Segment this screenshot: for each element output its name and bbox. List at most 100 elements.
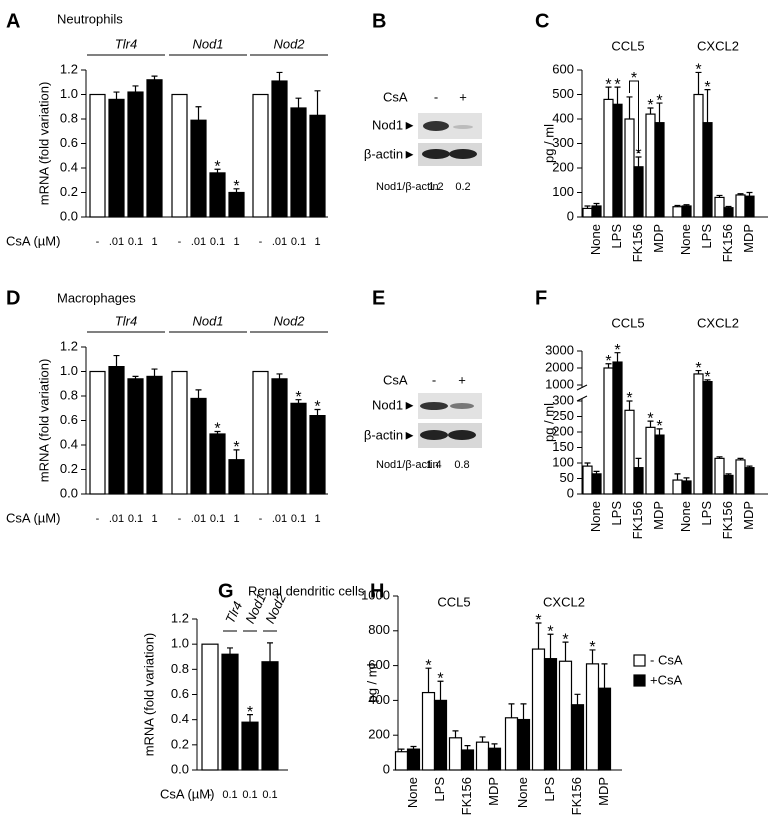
x-tick-label: 1 [233,236,239,248]
x-axis-label: CsA (µM) [6,233,60,248]
error-bar [683,204,690,206]
error-bar [151,75,158,80]
y-tick-label: 400 [368,692,390,707]
error-bar [674,204,681,207]
error-bar [132,85,139,93]
lane-label: - [434,89,438,104]
error-bar [695,71,702,95]
x-tick-label: .01 [109,513,124,525]
bar [624,118,635,218]
error-bar [695,369,702,374]
error-bar [626,400,633,411]
bar [290,402,307,495]
blot-band [453,125,473,129]
error-bar [605,86,612,100]
significance-star: * [562,631,568,648]
significance-star: * [614,342,620,359]
error-bar [746,191,753,197]
bar [672,479,683,495]
x-axis-label: CsA (µM) [160,786,214,801]
error-bar [593,470,600,474]
bar [654,434,665,495]
x-tick-label: MDP [651,501,666,530]
bar [460,749,475,771]
treatment-label: CsA [383,89,408,104]
ratio-label: Nod1/β-actin [376,181,439,193]
error-bar [520,703,527,720]
error-bar [626,96,633,119]
y-tick-label: 1.2 [171,610,189,625]
x-tick-label: LPS [542,777,557,802]
panel-letter: D [6,287,20,309]
group-label: CXCL2 [697,315,739,330]
y-axis-label: pg / ml [541,403,556,442]
error-bar [425,667,432,693]
significance-star: * [605,76,611,93]
error-bar [214,168,221,173]
y-tick-label: 100 [552,454,574,469]
error-bar [674,473,681,481]
y-tick-label: 3000 [545,342,574,357]
x-tick-label: - [96,236,100,248]
error-bar [491,743,498,749]
significance-star: * [214,421,220,438]
bar [271,80,288,218]
y-tick-label: 0 [567,485,574,500]
y-tick-label: 300 [552,392,574,407]
significance-star: * [535,612,541,629]
y-tick-label: 150 [552,439,574,454]
y-tick-label: 0.8 [60,387,78,402]
x-tick-label: FK156 [630,501,645,539]
x-tick-label: 1 [233,513,239,525]
group-label: Tlr4 [115,36,137,51]
y-tick-label: 1.0 [60,363,78,378]
bar [603,367,614,495]
ratio-value: 0.2 [455,181,470,193]
error-bar [113,91,120,100]
group-label: CCL5 [437,594,470,609]
significance-star: * [635,146,641,163]
error-bar [410,745,417,750]
panel-letter: E [372,287,385,309]
significance-star: * [437,670,443,687]
bar [612,103,623,218]
bar [421,691,436,771]
bar [89,370,106,495]
significance-star: * [425,657,431,674]
bar [171,370,188,495]
bar [271,378,288,495]
error-bar [113,354,120,367]
bar [309,415,326,495]
x-tick-label: None [588,501,603,532]
legend-swatch [633,674,646,687]
error-bar [295,399,302,404]
x-tick-label: 0.1 [210,236,225,248]
bar [702,381,713,495]
bar [582,207,593,218]
bar [241,721,259,771]
bar [487,747,502,771]
bar [681,205,692,218]
x-tick-label: - [208,789,212,801]
ratio-value: 0.8 [454,459,469,471]
legend-swatch [633,654,646,667]
y-axis-label: mRNA (fold variation) [141,633,156,757]
blot-band [449,149,477,159]
x-tick-label: .01 [191,513,206,525]
blot-b: B CsA - + Nod1► β-actin► Nod1/β-actin 1.… [364,10,482,193]
panel-letter: H [370,580,384,602]
x-tick-label: None [405,777,420,808]
error-bar [647,420,654,428]
bracket-star: * [631,70,637,87]
bar [171,93,188,218]
x-tick-label: - [259,513,263,525]
error-bar [132,375,139,379]
group-label: CCL5 [611,38,644,53]
significance-star: * [656,92,662,109]
y-tick-label: 0.0 [60,208,78,223]
error-bar [437,680,444,701]
error-bar [704,89,711,123]
blot-band [420,430,448,440]
error-bar [151,368,158,377]
